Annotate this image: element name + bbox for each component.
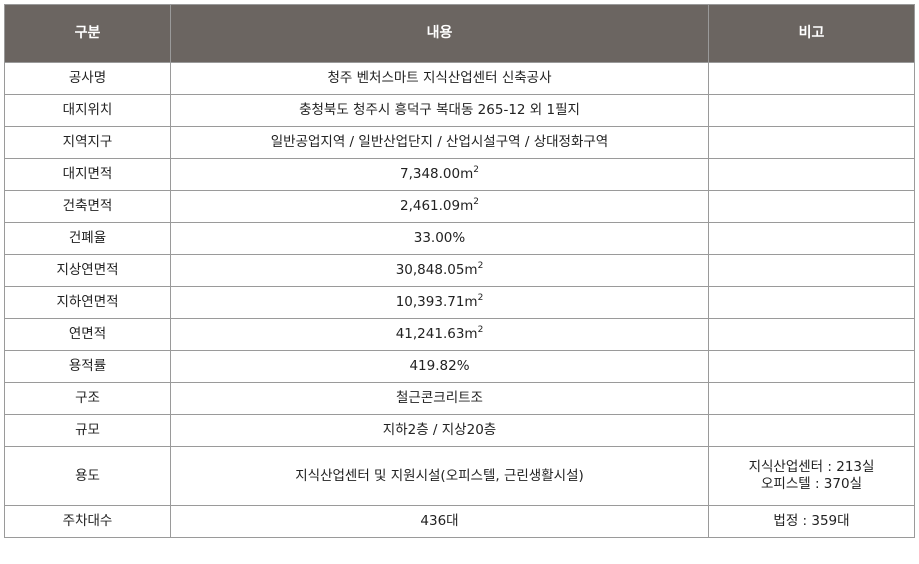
table-row: 지하연면적 10,393.71m2: [4, 286, 915, 319]
row-content-text: 436대: [420, 513, 459, 529]
row-content-text: 419.82%: [409, 358, 470, 374]
row-category: 건축면적: [4, 190, 171, 223]
unit-superscript: 2: [473, 165, 479, 175]
row-category: 주차대수: [4, 505, 171, 538]
row-note: [708, 158, 915, 191]
row-category: 지역지구: [4, 126, 171, 159]
row-note: 법정 : 359대: [708, 505, 915, 538]
row-content-text: 지식산업센터 및 지원시설(오피스텔, 근린생활시설): [295, 467, 584, 484]
row-note: [708, 318, 915, 351]
table-row: 주차대수 436대 법정 : 359대: [4, 505, 915, 538]
row-content: 436대: [170, 505, 709, 538]
project-overview-table: 구분 내용 비고 공사명 청주 벤처스마트 지식산업센터 신축공사 대지위치 충…: [4, 4, 915, 538]
row-category: 공사명: [4, 62, 171, 95]
row-note: [708, 222, 915, 255]
unit-superscript: 2: [477, 325, 484, 335]
table-row: 대지위치 충청북도 청주시 흥덕구 복대동 265-12 외 1필지: [4, 94, 915, 127]
row-content: 33.00%: [170, 222, 709, 255]
row-category: 연면적: [4, 318, 171, 351]
row-note: [708, 286, 915, 319]
row-category: 대지면적: [4, 158, 171, 191]
row-content-text: 지하2층 / 지상20층: [382, 422, 497, 438]
row-content: 2,461.09m2: [170, 190, 709, 223]
row-category: 대지위치: [4, 94, 171, 127]
table-row: 용적률 419.82%: [4, 350, 915, 383]
row-note: [708, 190, 915, 223]
row-category: 구조: [4, 382, 171, 415]
row-content: 419.82%: [170, 350, 709, 383]
row-content-text: 충청북도 청주시 흥덕구 복대동 265-12 외 1필지: [299, 102, 580, 118]
row-category: 용적률: [4, 350, 171, 383]
header-row: 구분 내용 비고: [4, 4, 915, 63]
row-content-text: 청주 벤처스마트 지식산업센터 신축공사: [327, 70, 552, 86]
row-category: 규모: [4, 414, 171, 447]
row-content-text: 10,393.71m: [395, 294, 478, 310]
row-content: 충청북도 청주시 흥덕구 복대동 265-12 외 1필지: [170, 94, 709, 127]
table-row: 대지면적 7,348.00m2: [4, 158, 915, 191]
row-note: [708, 94, 915, 127]
row-content-text: 7,348.00m: [399, 166, 474, 182]
note-line: 지식산업센터 : 213실: [748, 459, 875, 475]
row-note: [708, 350, 915, 383]
row-content: 청주 벤처스마트 지식산업센터 신축공사: [170, 62, 709, 95]
row-content-text: 일반공업지역 / 일반산업단지 / 산업시설구역 / 상대정화구역: [270, 134, 609, 150]
row-content: 10,393.71m2: [170, 286, 709, 319]
table-row: 지역지구 일반공업지역 / 일반산업단지 / 산업시설구역 / 상대정화구역: [4, 126, 915, 159]
row-note: [708, 382, 915, 415]
row-content-text: 33.00%: [413, 230, 466, 246]
table-row: 용도 지식산업센터 및 지원시설(오피스텔, 근린생활시설) 지식산업센터 : …: [4, 446, 915, 506]
row-content: 41,241.63m2: [170, 318, 709, 351]
header-category: 구분: [4, 4, 171, 63]
note-line: 오피스텔 : 370실: [761, 476, 862, 492]
row-content: 지하2층 / 지상20층: [170, 414, 709, 447]
row-content: 30,848.05m2: [170, 254, 709, 287]
header-note: 비고: [708, 4, 915, 63]
table-row: 건축면적 2,461.09m2: [4, 190, 915, 223]
row-content-text: 2,461.09m: [399, 198, 474, 214]
row-category: 지상연면적: [4, 254, 171, 287]
table-row: 지상연면적 30,848.05m2: [4, 254, 915, 287]
table-body: 공사명 청주 벤처스마트 지식산업센터 신축공사 대지위치 충청북도 청주시 흥…: [4, 62, 915, 538]
row-content-text: 41,241.63m: [395, 326, 478, 342]
table-row: 구조 철근콘크리트조: [4, 382, 915, 415]
table-row: 연면적 41,241.63m2: [4, 318, 915, 351]
unit-superscript: 2: [477, 261, 484, 271]
note-line: 법정 : 359대: [773, 513, 850, 529]
row-note: [708, 62, 915, 95]
row-content: 철근콘크리트조: [170, 382, 709, 415]
row-note: [708, 414, 915, 447]
row-category: 용도: [4, 446, 171, 506]
row-content-text: 30,848.05m: [395, 262, 478, 278]
unit-superscript: 2: [473, 197, 479, 207]
table-row: 건폐율 33.00%: [4, 222, 915, 255]
header-content: 내용: [170, 4, 709, 63]
table-row: 공사명 청주 벤처스마트 지식산업센터 신축공사: [4, 62, 915, 95]
row-content: 7,348.00m2: [170, 158, 709, 191]
row-content-text: 철근콘크리트조: [396, 390, 483, 406]
row-note: [708, 126, 915, 159]
row-content: 일반공업지역 / 일반산업단지 / 산업시설구역 / 상대정화구역: [170, 126, 709, 159]
row-category: 지하연면적: [4, 286, 171, 319]
table-row: 규모 지하2층 / 지상20층: [4, 414, 915, 447]
row-category: 건폐율: [4, 222, 171, 255]
row-note: 지식산업센터 : 213실 오피스텔 : 370실: [708, 446, 915, 506]
table-header: 구분 내용 비고: [4, 4, 915, 63]
row-note: [708, 254, 915, 287]
row-content: 지식산업센터 및 지원시설(오피스텔, 근린생활시설): [170, 446, 709, 506]
unit-superscript: 2: [477, 293, 484, 303]
